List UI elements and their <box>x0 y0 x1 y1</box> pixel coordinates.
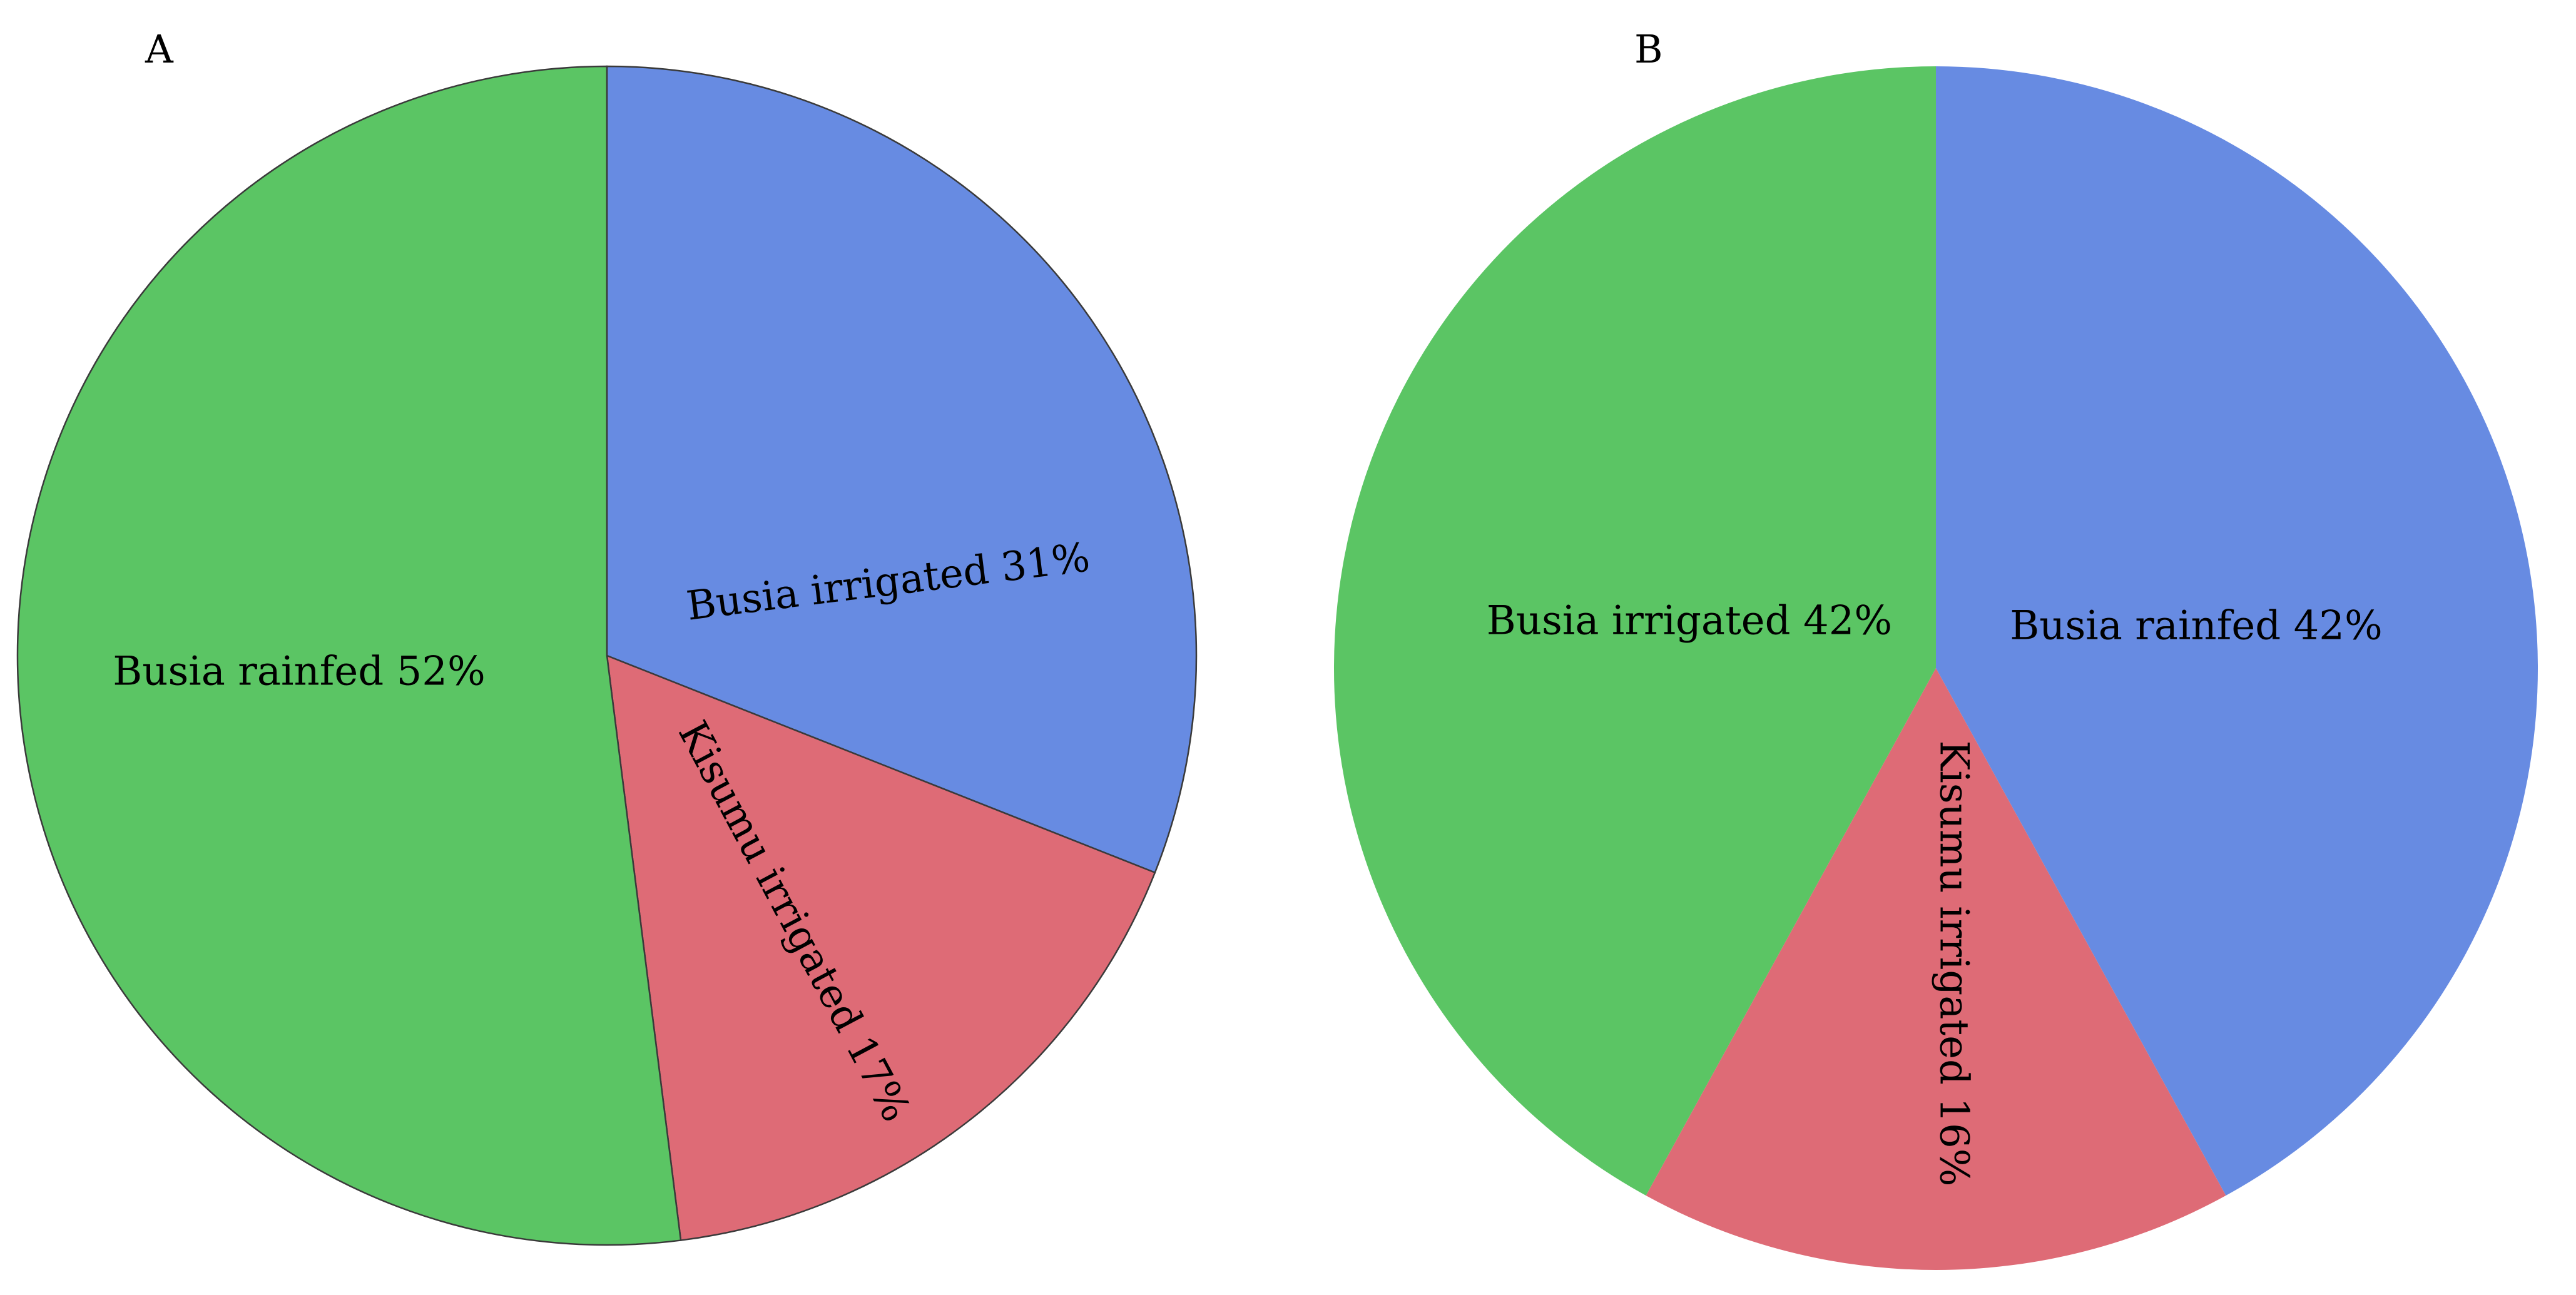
pie-b-slice-busia-rainfed <box>1936 66 2538 1196</box>
pie-b-labels: Busia rainfed 42% Kisumu irrigated 16% B… <box>1487 598 2383 1187</box>
panel-label-b: B <box>1634 26 1663 72</box>
slice-label-kisumu-irrigated-b: Kisumu irrigated 16% <box>1931 741 1977 1187</box>
pie-a-slice-busia-rainfed <box>16 65 682 1246</box>
slice-label-busia-irrigated-b: Busia irrigated 42% <box>1487 598 1892 644</box>
slice-label-busia-rainfed-b: Busia rainfed 42% <box>2010 603 2383 649</box>
panel-label-a: A <box>145 26 174 72</box>
pie-a-slice-kisumu-irrigated <box>606 654 1156 1241</box>
pie-b-slice-busia-irrigated <box>1333 66 1936 1196</box>
slice-label-busia-rainfed-a: Busia rainfed 52% <box>113 649 486 695</box>
pie-a-slice-busia-irrigated <box>606 65 1198 874</box>
pie-chart-a: A Busia irrigated 31% Kisumu irrigated 1… <box>16 26 1198 1246</box>
pie-chart-b: B Busia rainfed 42% Kisumu irrigated 16%… <box>1333 26 2538 1271</box>
pie-a-slices <box>16 65 1198 1246</box>
pie-b-slice-kisumu-irrigated <box>1646 668 2226 1271</box>
pie-b-slices <box>1333 66 2538 1271</box>
